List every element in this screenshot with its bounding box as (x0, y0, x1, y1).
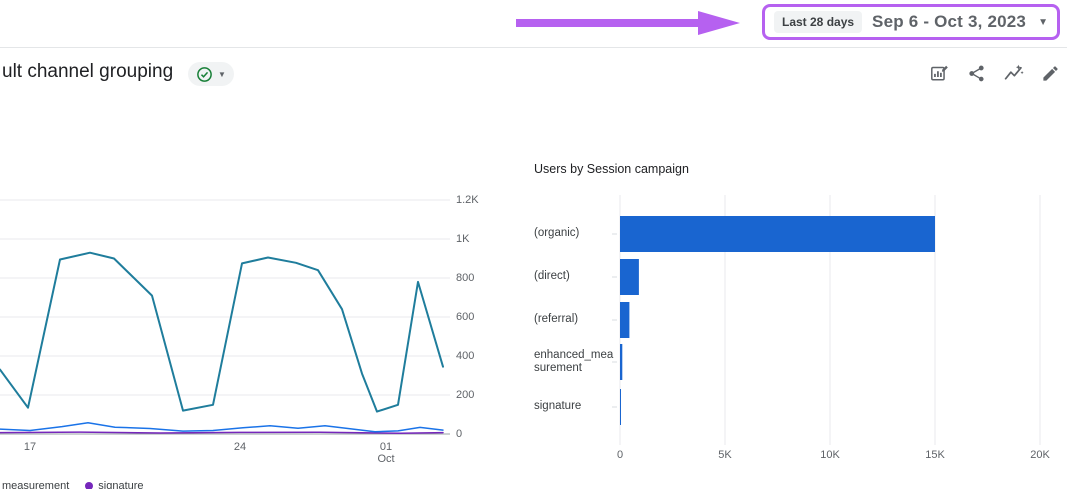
x-tick-label: 0 (616, 449, 624, 461)
report-title: ult channel grouping (2, 61, 174, 82)
bar-0 (620, 216, 935, 252)
chart-edit-button[interactable] (928, 62, 950, 84)
insights-button[interactable] (1002, 62, 1024, 84)
chart-edit-icon (930, 65, 948, 81)
y-tick-label: 600 (456, 311, 475, 323)
users-over-time-line-chart (0, 199, 450, 435)
x-tick-label: 10K (820, 449, 840, 461)
series-organic (0, 251, 444, 413)
legend-item: measurement (2, 480, 70, 489)
share-icon (968, 65, 984, 81)
insights-icon (1004, 64, 1024, 80)
bar-4 (620, 389, 621, 425)
report-toolbar (928, 62, 1061, 84)
series-signature (0, 431, 444, 434)
x-tick-label: 15K (925, 449, 945, 461)
pencil-icon (1042, 65, 1058, 81)
users-by-session-campaign-bar-chart (612, 195, 1041, 445)
category-label: enhanced_measurement (534, 349, 614, 374)
y-tick-label: 400 (456, 350, 475, 362)
y-tick-label: 200 (456, 389, 475, 401)
x-tick-label: 01 Oct (377, 441, 395, 465)
x-tick-label: 5K (718, 449, 732, 461)
x-tick-label: 17 (23, 441, 37, 453)
topbar-divider (0, 47, 1067, 48)
category-label: (organic) (534, 227, 580, 239)
bar-1 (620, 259, 639, 295)
date-range-text: Sep 6 - Oct 3, 2023 (872, 12, 1027, 31)
legend-dot (85, 482, 94, 489)
chevron-down-icon: ▼ (1038, 16, 1048, 28)
category-label: (referral) (534, 313, 579, 325)
x-tick-label: 20K (1030, 449, 1050, 461)
y-tick-label: 0 (456, 428, 463, 440)
chevron-down-icon: ▼ (218, 69, 226, 79)
check-circle-icon (197, 66, 212, 82)
bar-chart-title: Users by Session campaign (534, 162, 689, 176)
y-tick-label: 1K (456, 233, 470, 245)
bar-2 (620, 302, 630, 338)
line-chart-legend: measurement signature (2, 480, 144, 489)
annotation-highlight-box: Last 28 days Sep 6 - Oct 3, 2023 ▼ (762, 4, 1060, 40)
date-preset-badge: Last 28 days (774, 11, 863, 33)
bar-3 (620, 344, 623, 380)
date-range-selector[interactable]: Last 28 days Sep 6 - Oct 3, 2023 ▼ (774, 11, 1048, 33)
x-tick-label: 24 (233, 441, 247, 453)
series-direct (0, 421, 444, 433)
legend-item: signature (85, 480, 144, 489)
category-label: signature (534, 400, 582, 412)
status-badge[interactable]: ▼ (188, 62, 234, 86)
y-tick-label: 800 (456, 272, 475, 284)
category-label: (direct) (534, 270, 570, 282)
y-tick-label: 1.2K (456, 194, 479, 206)
annotation-arrow (516, 11, 740, 35)
share-button[interactable] (965, 62, 987, 84)
edit-button[interactable] (1039, 62, 1061, 84)
